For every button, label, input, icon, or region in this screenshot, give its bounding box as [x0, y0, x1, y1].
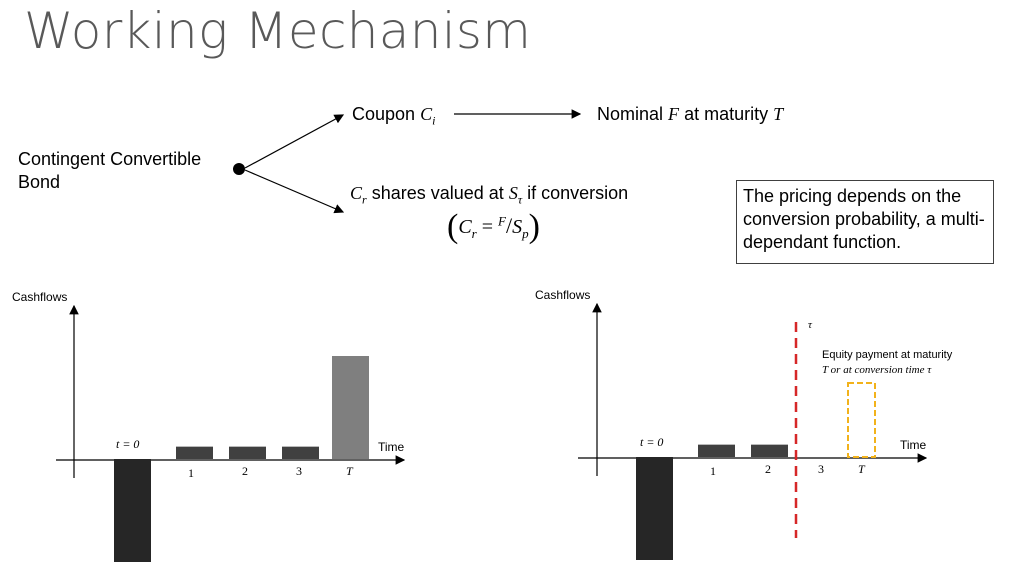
right-bar-t0: [636, 457, 673, 560]
left-x-axis-label: Time: [378, 440, 405, 454]
right-bars: [636, 444, 788, 560]
right-y-axis-label: Cashflows: [535, 288, 590, 302]
shares-S-symbol: Sτ: [508, 183, 523, 207]
coupon-symbol: Ci: [420, 104, 436, 128]
root-label-line1: Contingent Convertible: [18, 149, 202, 169]
root-label: Contingent Convertible Bond: [18, 148, 201, 194]
equity-payment-box: [847, 382, 876, 458]
right-bar-1: [698, 444, 735, 457]
root-node-dot: [233, 163, 245, 175]
left-tick-1: 1: [188, 466, 194, 480]
coupon-text: Coupon: [352, 104, 416, 124]
left-tick-3: 3: [296, 464, 302, 478]
left-cashflow-chart: Cashflows Time t = 0 1 2 3 T: [12, 290, 406, 562]
right-cashflow-chart: Cashflows Time t = 0 1 2 3 T τ Equity pa…: [535, 288, 953, 560]
left-bars: [114, 356, 369, 562]
shares-text: shares valued at: [371, 183, 504, 203]
left-bar-1: [176, 446, 213, 459]
nominal-F: F: [668, 104, 680, 124]
right-bar-2: [751, 444, 788, 457]
right-tick-T: T: [858, 462, 866, 476]
shares-label: Cr shares valued at Sτ if conversion: [350, 183, 628, 208]
left-bar-t0: [114, 459, 151, 562]
nominal-text: Nominal: [597, 104, 664, 124]
right-tick-1: 1: [710, 464, 716, 478]
tau-label: τ: [808, 319, 813, 331]
left-tick-2: 2: [242, 464, 248, 478]
pricing-note-text: The pricing depends on the conversion pr…: [743, 186, 985, 252]
coupon-label: Coupon Ci: [352, 104, 435, 129]
right-tick-3: 3: [818, 462, 824, 476]
branch-arrow-coupon: [244, 114, 345, 169]
right-tick-2: 2: [765, 462, 771, 476]
right-t0-label: t = 0: [640, 435, 663, 449]
shares-C-symbol: Cr: [350, 183, 367, 207]
left-bar-T: [332, 356, 369, 459]
equity-note-line2: T or at conversion time τ: [822, 364, 932, 376]
nominal-maturity-text: at maturity: [684, 104, 769, 124]
pricing-note-box: The pricing depends on the conversion pr…: [736, 180, 994, 264]
left-tick-T: T: [346, 464, 354, 478]
page-title: Working Mechanism: [24, 2, 532, 60]
left-t0-label: t = 0: [116, 437, 139, 451]
root-label-line2: Bond: [18, 172, 61, 192]
right-x-axis-label: Time: [900, 438, 927, 452]
nominal-T: T: [773, 104, 784, 124]
left-y-axis-label: Cashflows: [12, 290, 67, 304]
nominal-label: Nominal F at maturity T: [597, 104, 783, 125]
shares-conversion-text: if conversion: [527, 183, 629, 203]
left-bar-3: [282, 446, 319, 459]
conversion-formula: (Cr = F/Sp): [447, 208, 540, 245]
branch-arrow-shares: [244, 169, 345, 214]
left-bar-2: [229, 446, 266, 459]
equity-note-line1: Equity payment at maturity: [822, 349, 953, 361]
